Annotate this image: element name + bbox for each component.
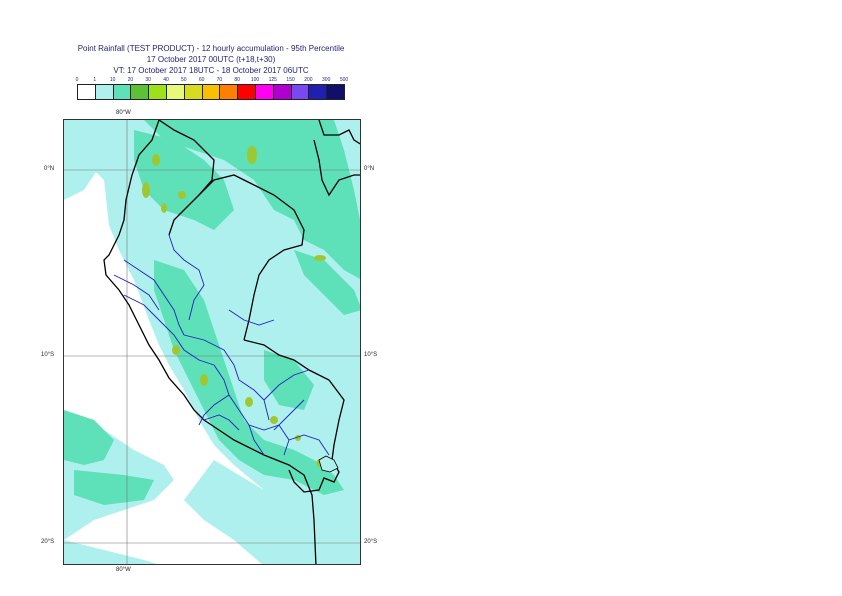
legend-swatch — [112, 84, 132, 100]
rainfall-map — [63, 119, 361, 565]
legend-threshold-label: 300 — [322, 77, 331, 83]
legend-swatch — [255, 84, 274, 100]
map-svg — [64, 120, 360, 564]
lat-label-left-10: 10°S — [41, 352, 55, 358]
legend-swatch — [290, 84, 310, 100]
legend-threshold-label: 500 — [339, 77, 349, 83]
legend-threshold-label: 70 — [216, 77, 223, 83]
lat-label-left-0: 0°N — [44, 166, 55, 172]
admin-boundaries — [113, 234, 330, 456]
valid-time-label: VT: 17 October 2017 18UTC - 18 October 2… — [113, 66, 309, 75]
legend-threshold-label: 60 — [198, 77, 205, 83]
legend-swatch — [308, 84, 328, 100]
legend-threshold-label: 20 — [127, 77, 134, 83]
lat-label-left-20: 20°S — [41, 539, 55, 545]
legend-swatch — [183, 84, 203, 100]
legend-swatch — [166, 84, 185, 100]
lat-label-right-20: 20°S — [364, 539, 378, 545]
legend-swatch — [219, 84, 239, 100]
legend-swatch — [201, 84, 221, 100]
legend-threshold-label: 80 — [234, 77, 240, 83]
legend-swatch — [77, 84, 96, 100]
legend-swatch — [94, 84, 114, 100]
legend-threshold-label: 30 — [145, 77, 151, 83]
legend-swatch — [272, 84, 292, 100]
legend-threshold-label: 150 — [286, 77, 295, 83]
legend-threshold-label: 200 — [304, 77, 313, 83]
legend-threshold-label: 100 — [250, 77, 260, 83]
legend-threshold-label: 125 — [268, 77, 277, 83]
heavy-rain-patches — [142, 146, 326, 467]
legend-threshold-label: 50 — [181, 77, 187, 83]
lake-titicaca — [318, 455, 339, 473]
legend-swatch — [237, 84, 256, 100]
legend-threshold-label: 40 — [163, 77, 169, 83]
legend-threshold-label: 1 — [93, 77, 97, 83]
legend-threshold-label: 0 — [75, 77, 79, 83]
lon-label-top: 80°W — [116, 110, 131, 116]
run-time-label: 17 October 2017 00UTC (t+18,t+30) — [146, 55, 276, 64]
legend-swatch — [326, 84, 345, 100]
lat-label-right-10: 10°S — [364, 352, 378, 358]
moderate-rain-field — [64, 120, 360, 505]
coastline — [103, 120, 360, 564]
lon-label-bottom: 80°W — [116, 567, 131, 573]
legend-swatch — [130, 84, 150, 100]
chart-title: Point Rainfall (TEST PRODUCT) - 12 hourl… — [77, 44, 345, 53]
legend-swatch — [148, 84, 167, 100]
legend-threshold-label: 10 — [109, 77, 116, 83]
lat-label-right-0: 0°N — [364, 166, 375, 172]
